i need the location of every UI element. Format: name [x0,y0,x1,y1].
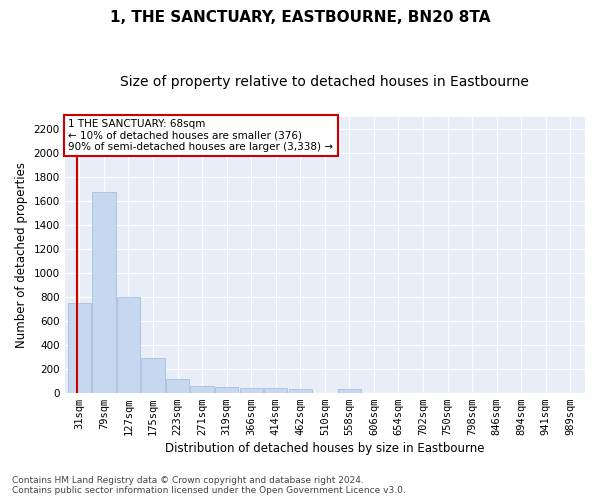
Bar [117,296,140,392]
Text: 1 THE SANCTUARY: 68sqm
← 10% of detached houses are smaller (376)
90% of semi-de: 1 THE SANCTUARY: 68sqm ← 10% of detached… [68,119,334,152]
Bar [190,386,214,392]
Bar [264,388,287,392]
Bar [68,302,91,392]
Bar [92,192,116,392]
X-axis label: Distribution of detached houses by size in Eastbourne: Distribution of detached houses by size … [165,442,485,455]
Bar [239,388,263,392]
Bar [338,389,361,392]
Text: 1, THE SANCTUARY, EASTBOURNE, BN20 8TA: 1, THE SANCTUARY, EASTBOURNE, BN20 8TA [110,10,490,25]
Bar [289,389,312,392]
Bar [166,380,189,392]
Y-axis label: Number of detached properties: Number of detached properties [15,162,28,348]
Title: Size of property relative to detached houses in Eastbourne: Size of property relative to detached ho… [121,75,529,89]
Bar [215,388,238,392]
Text: Contains HM Land Registry data © Crown copyright and database right 2024.
Contai: Contains HM Land Registry data © Crown c… [12,476,406,495]
Bar [142,358,164,392]
